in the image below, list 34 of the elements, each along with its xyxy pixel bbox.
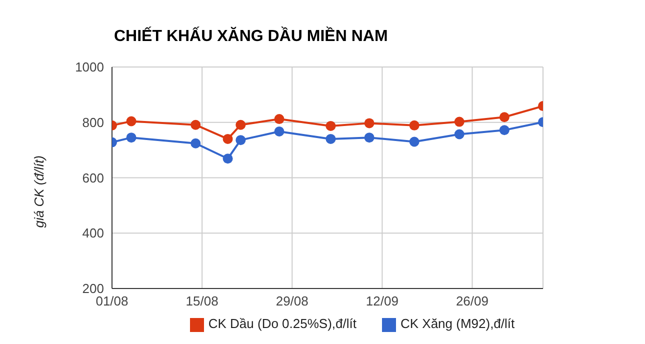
x-tick-label: 26/09 — [456, 294, 489, 309]
x-tick-label: 12/09 — [366, 294, 398, 309]
point — [222, 154, 233, 164]
y-tick-label: 200 — [82, 281, 104, 296]
point — [274, 126, 284, 136]
point — [409, 136, 420, 147]
chart-title: CHIẾT KHẤU XĂNG DẦU MIỀN NAM — [114, 28, 388, 46]
x-tick-label: 15/08 — [186, 294, 218, 309]
point — [409, 120, 420, 130]
point — [326, 134, 336, 144]
y-axis-title: giá CK (đ/lít) — [32, 155, 47, 228]
point — [364, 132, 374, 143]
y-tick-label: 400 — [82, 226, 104, 241]
point — [126, 116, 136, 126]
x-tick-label: 29/08 — [276, 294, 308, 309]
point — [236, 135, 246, 146]
point — [364, 118, 374, 128]
point — [126, 132, 136, 143]
point — [454, 129, 464, 140]
point — [326, 120, 336, 131]
y-tick-label: 1000 — [75, 60, 104, 75]
point — [454, 116, 464, 127]
y-tick-label: 600 — [82, 170, 104, 186]
point — [222, 134, 233, 144]
point — [274, 114, 284, 124]
x-tick-label: 01/08 — [96, 294, 128, 309]
point — [190, 120, 201, 130]
y-tick-label: 800 — [82, 114, 104, 130]
legend-label: CK Dầu (Do 0.25%S),đ/lít — [208, 316, 356, 332]
point — [236, 120, 246, 130]
legend-label: CK Xăng (M92),đ/lít — [400, 316, 515, 332]
point — [190, 138, 201, 148]
point — [499, 112, 510, 122]
point — [499, 125, 510, 136]
